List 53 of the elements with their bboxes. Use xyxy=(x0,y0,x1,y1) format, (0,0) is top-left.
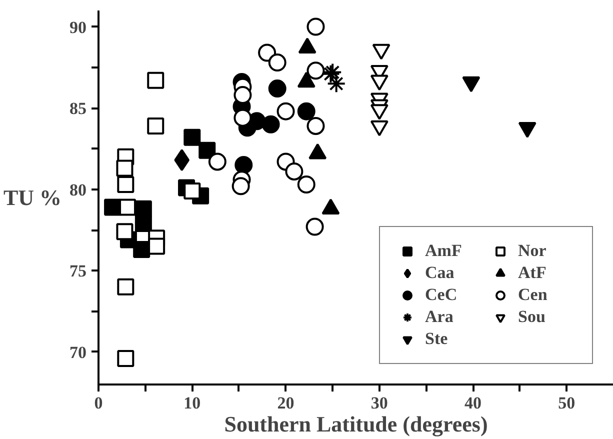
point xyxy=(326,74,346,94)
point xyxy=(184,182,201,200)
y-tick-label: 70 xyxy=(70,342,86,362)
point xyxy=(234,108,252,127)
x-tick-label: 0 xyxy=(94,394,103,412)
point xyxy=(133,241,150,258)
point xyxy=(262,115,280,134)
legend-label: Ste xyxy=(425,329,449,349)
point xyxy=(148,238,166,255)
point xyxy=(258,44,276,62)
point xyxy=(174,149,190,172)
point xyxy=(116,160,134,177)
point xyxy=(116,223,134,240)
point xyxy=(147,117,164,134)
point xyxy=(147,72,164,89)
legend-label: Ara xyxy=(425,307,454,327)
point xyxy=(184,128,201,146)
y-tick-label: 85 xyxy=(70,99,86,118)
point xyxy=(117,176,134,193)
legend-label: AtF xyxy=(518,263,548,283)
point xyxy=(198,142,216,159)
legend-label: Sou xyxy=(518,307,546,327)
legend-label: AmF xyxy=(425,241,463,261)
point xyxy=(268,54,286,72)
point xyxy=(306,62,325,80)
point xyxy=(232,177,250,196)
y-tick-label: 75 xyxy=(70,262,86,281)
point xyxy=(134,215,152,232)
point xyxy=(306,116,325,135)
point xyxy=(234,156,253,174)
legend-label: Caa xyxy=(425,263,456,283)
x-tick-label: 40 xyxy=(464,394,482,412)
point xyxy=(208,152,226,171)
y-tick-label: 80 xyxy=(70,180,86,200)
x-tick-label: 50 xyxy=(558,394,576,412)
legend-label: CeC xyxy=(425,285,458,305)
x-tick-label: 30 xyxy=(370,394,388,412)
y-tick-label: 90 xyxy=(70,18,86,37)
point xyxy=(117,278,134,296)
y-axis-title: TU % xyxy=(3,185,62,210)
x-tick-label: 10 xyxy=(184,394,201,412)
point xyxy=(297,102,316,120)
x-tick-label: 20 xyxy=(277,394,294,412)
point xyxy=(297,176,316,194)
point xyxy=(306,218,324,236)
point xyxy=(306,18,325,36)
legend-label: Cen xyxy=(518,285,548,305)
point xyxy=(268,80,286,98)
legend-label: Nor xyxy=(518,241,548,261)
point xyxy=(276,102,295,120)
point xyxy=(117,350,134,367)
x-axis-title: Southern Latitude (degrees) xyxy=(224,412,488,436)
point xyxy=(285,162,304,180)
